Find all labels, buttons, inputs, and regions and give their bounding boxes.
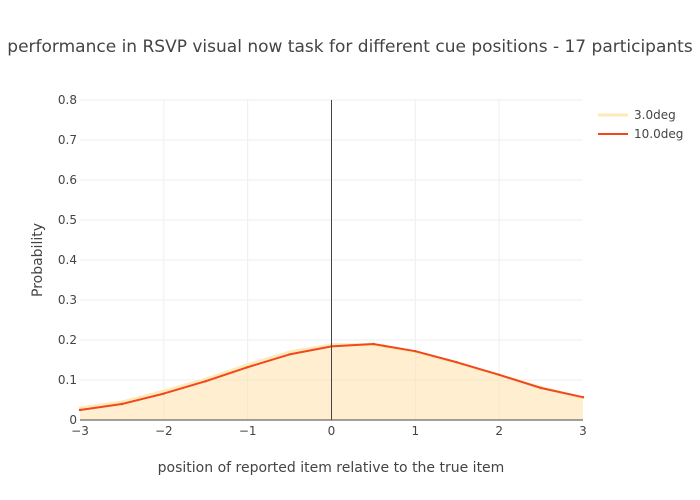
legend-item[interactable]: 3.0deg xyxy=(598,108,676,122)
legend-item[interactable]: 10.0deg xyxy=(598,127,683,141)
data-point-10.0deg xyxy=(539,386,543,390)
data-point-10.0deg xyxy=(162,392,166,395)
y-axis-title: Probability xyxy=(30,223,46,297)
y-tick-label: 0.5 xyxy=(58,213,77,227)
y-tick-label: 0 xyxy=(69,413,77,427)
y-tick-label: 0.6 xyxy=(58,173,77,187)
x-tick-label: −2 xyxy=(155,424,173,438)
legend-label: 3.0deg xyxy=(634,108,676,122)
x-tick-label: 1 xyxy=(412,424,420,438)
data-point-3.0deg xyxy=(288,350,291,354)
data-point-3.0deg xyxy=(78,406,82,410)
data-point-10.0deg xyxy=(204,380,207,383)
x-tick-label: −1 xyxy=(239,424,257,438)
chart-title: performance in RSVP visual now task for … xyxy=(7,37,693,57)
y-tick-label: 0.4 xyxy=(58,253,77,267)
x-tick-label: 3 xyxy=(579,424,587,438)
legend-label: 10.0deg xyxy=(634,127,683,141)
legend[interactable]: 3.0deg 10.0deg xyxy=(598,108,683,141)
data-point-10.0deg xyxy=(78,408,82,412)
y-tick-label: 0.1 xyxy=(58,373,77,387)
axis-layer: 0 0.1 0.2 0.3 0.4 0.5 0.6 0.7 0.8 −3 −2 −1 0 1 2 3 xyxy=(58,93,587,438)
data-point-3.0deg xyxy=(162,390,166,393)
data-point-10.0deg xyxy=(246,366,249,369)
y-tick-label: 0.3 xyxy=(58,293,77,307)
x-tick-label: 0 xyxy=(328,424,336,438)
y-tick-label: 0.8 xyxy=(58,93,77,107)
data-point-3.0deg xyxy=(204,378,207,381)
data-point-3.0deg xyxy=(246,363,249,366)
x-tick-label: −3 xyxy=(71,424,89,438)
data-point-10.0deg xyxy=(414,350,417,353)
data-point-10.0deg xyxy=(288,353,291,356)
data-point-10.0deg xyxy=(497,373,501,376)
data-point-10.0deg xyxy=(581,396,585,399)
y-tick-label: 0.2 xyxy=(58,333,77,347)
x-tick-label: 2 xyxy=(495,424,503,438)
data-point-10.0deg xyxy=(456,361,459,364)
data-point-3.0deg xyxy=(120,400,124,404)
x-axis-title: position of reported item relative to th… xyxy=(158,460,505,476)
data-point-10.0deg xyxy=(120,402,124,406)
y-tick-label: 0.7 xyxy=(58,133,77,147)
data-point-10.0deg xyxy=(372,342,375,346)
